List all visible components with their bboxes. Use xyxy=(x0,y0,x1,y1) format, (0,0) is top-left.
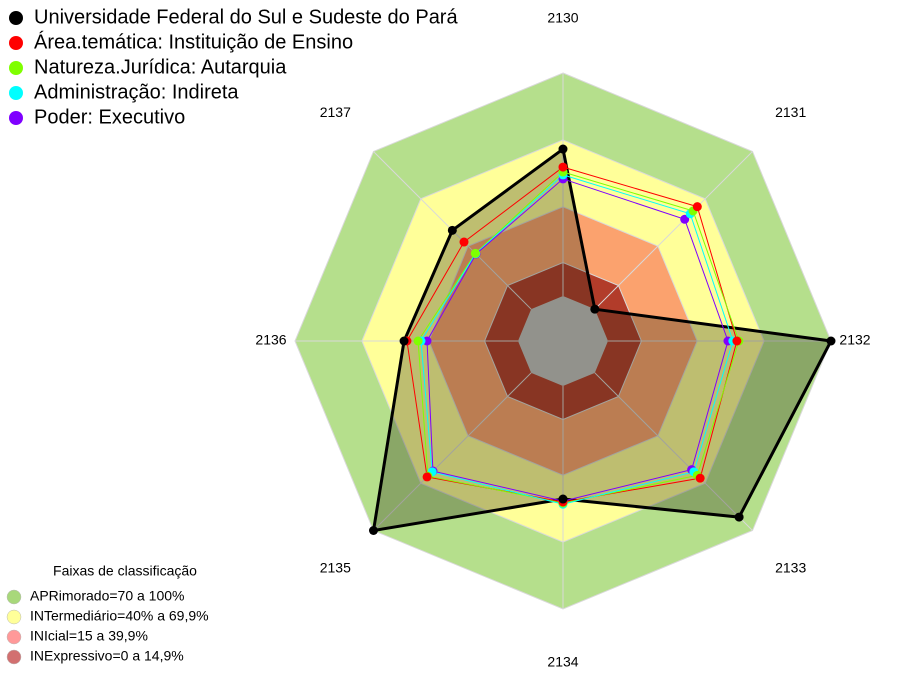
band-legend-title: Faixas de classificação xyxy=(53,563,197,579)
legend-label: Área.temática: Instituição de Ensino xyxy=(34,30,353,53)
point xyxy=(422,472,432,482)
point xyxy=(680,214,690,224)
legend-marker xyxy=(9,11,23,25)
point xyxy=(558,144,568,154)
point xyxy=(413,336,423,346)
axis-label: 2137 xyxy=(320,104,351,120)
legend-marker xyxy=(9,36,23,50)
point xyxy=(459,237,469,247)
axis-label: 2135 xyxy=(320,559,351,575)
axis-label: 2132 xyxy=(839,332,870,348)
band-legend-label: INTermediário=40% a 69,9% xyxy=(30,608,209,624)
point xyxy=(399,336,409,346)
point xyxy=(734,512,744,522)
spoke xyxy=(373,372,532,531)
point xyxy=(447,225,457,235)
legend-marker xyxy=(9,61,23,75)
point xyxy=(590,304,600,314)
spoke xyxy=(594,151,753,310)
axis-label: 2133 xyxy=(775,559,806,575)
center xyxy=(518,296,608,386)
band-legend-marker xyxy=(6,589,22,605)
legend-label: Poder: Executivo xyxy=(34,106,185,128)
point xyxy=(558,494,568,504)
axis-label: 2134 xyxy=(547,654,578,670)
point xyxy=(695,473,705,483)
point xyxy=(558,162,568,172)
band-legend-label: INIcial=15 a 39,9% xyxy=(30,628,148,644)
legend-label: Universidade Federal do Sul e Sudeste do… xyxy=(34,6,458,28)
axis-label: 2136 xyxy=(255,332,286,348)
legend-marker xyxy=(9,86,23,100)
axis-label: 2131 xyxy=(775,104,806,120)
legend-label: Administração: Indireta xyxy=(34,81,239,103)
spoke xyxy=(594,372,753,531)
legend-marker xyxy=(9,111,23,125)
band-legend-marker xyxy=(6,609,22,625)
point xyxy=(826,336,836,346)
band-legend-marker xyxy=(6,629,22,645)
legend-label: Natureza.Jurídica: Autarquia xyxy=(34,56,287,78)
band-legend-label: INExpressivo=0 a 14,9% xyxy=(30,648,184,664)
point xyxy=(470,248,480,258)
axis-label: 2130 xyxy=(547,10,578,26)
band-legend-marker xyxy=(6,649,22,665)
band-legend-label: APRimorado=70 a 100% xyxy=(30,588,185,604)
point xyxy=(692,202,702,212)
point xyxy=(368,526,378,536)
point xyxy=(732,336,742,346)
